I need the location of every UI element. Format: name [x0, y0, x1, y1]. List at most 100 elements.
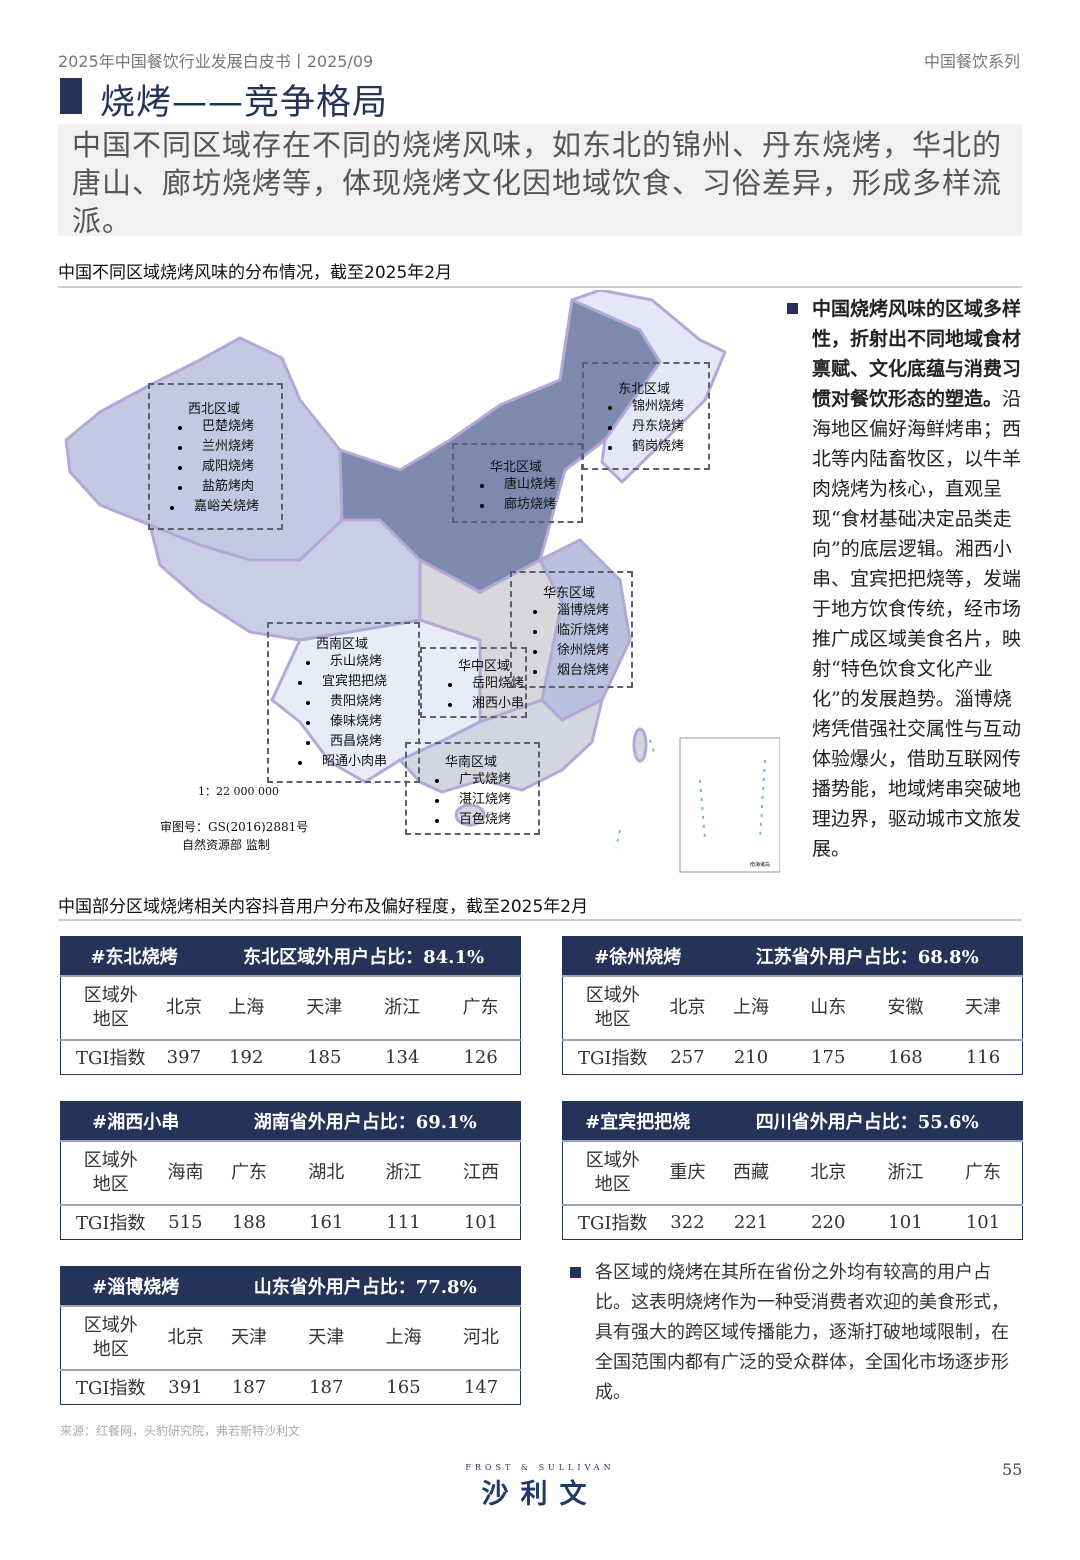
tgi-table: #湘西小串 湖南省外用户占比：69.1% 区域外地区 海南 广东 湖北 浙江 江西 TGI指数 5… [60, 1101, 521, 1240]
tgi-cell: 126 [441, 1038, 521, 1075]
header-report-title: 2025年中国餐饮行业发展白皮书丨2025/09 [58, 52, 374, 71]
bullet-icon [787, 303, 798, 314]
divider [58, 919, 1022, 921]
table-share: 江苏省外用户占比：68.8% [712, 936, 1023, 976]
bullet-dot-icon [533, 650, 537, 654]
region-box-northeast [582, 362, 710, 470]
region-item: 徐州烧烤 [533, 641, 609, 661]
table-share: 四川省外用户占比：55.6% [712, 1101, 1023, 1141]
china-map: 西北区域 巴楚烧烤 兰州烧烤 咸阳烧烤 盐筋烤肉 嘉峪关烧烤 东北区域 锦州烧烤 丹东烧烤… [58, 290, 780, 880]
title-accent-bar [60, 78, 82, 114]
map-commentary: 中国烧烤风味的区域多样性，折射出不同地域食材禀赋、文化底蕴与消费习惯对餐饮形态的… [787, 294, 1023, 864]
bullet-dot-icon [178, 446, 182, 450]
tgi-cell: 192 [207, 1038, 286, 1075]
region-south [398, 698, 604, 794]
region-item: 昭通小肉串 [298, 752, 387, 772]
region-item: 湘西小串 [448, 694, 524, 714]
map-scale: 1：22 000 000 [198, 785, 279, 798]
tgi-cell: 116 [944, 1038, 1023, 1075]
region-box-southwest [267, 622, 420, 783]
region-cell: 浙江 [866, 1139, 945, 1205]
region-item: 湛江烧烤 [435, 790, 511, 810]
bullet-dot-icon [306, 701, 310, 705]
tgi-cell: 134 [363, 1038, 442, 1075]
region-item: 鹤岗烧烤 [608, 437, 684, 457]
row-label-regions: 区域外地区 [562, 1139, 663, 1205]
tgi-cell: 175 [789, 1038, 867, 1075]
region-label-northeast: 东北区域 锦州烧烤 丹东烧烤 鹤岗烧烤 [608, 378, 684, 457]
bullet-dot-icon [306, 721, 310, 725]
region-cell: 广东 [210, 1139, 288, 1205]
region-cell: 河北 [442, 1304, 521, 1370]
summary-box: 中国不同区域存在不同的烧烤风味，如东北的锦州、丹东烧烤，华北的唐山、廊坊烧烤等，… [58, 124, 1022, 238]
region-cell: 天津 [285, 974, 364, 1040]
region-item: 唐山烧烤 [480, 475, 556, 495]
south-sea-inset [679, 737, 780, 873]
table-share: 东北区域外用户占比：84.1% [207, 936, 521, 976]
region-item: 咸阳烧烤 [178, 457, 259, 477]
bullet-icon [570, 1267, 581, 1278]
table-share: 山东省外用户占比：77.8% [210, 1266, 521, 1306]
bullet-dot-icon [435, 799, 439, 803]
bullet-dot-icon [608, 446, 612, 450]
bullet-dot-icon [298, 681, 302, 685]
region-item: 西昌烧烤 [306, 732, 387, 752]
row-label-tgi: TGI指数 [60, 1368, 161, 1405]
region-item: 兰州烧烤 [178, 437, 259, 457]
region-cell: 北京 [662, 974, 713, 1040]
bullet-dot-icon [178, 466, 182, 470]
region-cell: 广东 [441, 974, 521, 1040]
region-name: 华北区域 [490, 460, 543, 475]
region-box-northwest [148, 383, 283, 530]
region-item: 盐筋烤肉 [178, 477, 259, 497]
table-tag: #湘西小串 [60, 1101, 211, 1141]
region-cell: 天津 [944, 974, 1023, 1040]
logo-english: FROST & SULLIVAN [465, 1463, 615, 1472]
region-cell: 浙江 [363, 974, 442, 1040]
region-item: 傣味烧烤 [306, 712, 387, 732]
divider [58, 286, 1022, 288]
region-box-central [420, 647, 527, 718]
region-cell: 广东 [944, 1139, 1023, 1205]
source-note: 来源：红餐网，头豹研究院，弗若斯特沙利文 [60, 1424, 301, 1438]
tgi-cell: 187 [210, 1368, 288, 1405]
tgi-cell: 161 [287, 1203, 365, 1240]
region-item: 锦州烧烤 [608, 397, 684, 417]
row-label-tgi: TGI指数 [60, 1038, 161, 1075]
region-item: 岳阳烧烤 [448, 674, 524, 694]
tgi-cell: 221 [712, 1203, 790, 1240]
tgi-heading: 中国部分区域烧烤相关内容抖音用户分布及偏好程度，截至2025年2月 [58, 897, 589, 917]
bullet-dot-icon [298, 761, 302, 765]
tgi-table: #徐州烧烤 江苏省外用户占比：68.8% 区域外地区 北京 上海 山东 安徽 天津 TGI指数 2… [562, 936, 1023, 1075]
row-label-tgi: TGI指数 [60, 1203, 161, 1240]
bullet-dot-icon [178, 486, 182, 490]
tgi-cell: 111 [364, 1203, 443, 1240]
region-cell: 上海 [207, 974, 286, 1040]
table-tag: #淄博烧烤 [60, 1266, 211, 1306]
taiwan [632, 727, 648, 763]
bullet-dot-icon [448, 703, 452, 707]
tgi-cell: 188 [210, 1203, 288, 1240]
region-item: 百色烧烤 [435, 810, 511, 830]
tgi-table: #东北烧烤 东北区域外用户占比：84.1% 区域外地区 北京 上海 天津 浙江 广东 TGI指数… [60, 936, 521, 1075]
table-tag: #东北烧烤 [60, 936, 208, 976]
bullet-dot-icon [178, 426, 182, 430]
tgi-cell: 397 [160, 1038, 208, 1075]
row-label-regions: 区域外地区 [562, 974, 663, 1040]
logo-chinese: 沙利文 [481, 1479, 599, 1510]
region-label-east: 华东区域 淄博烧烤 临沂烧烤 徐州烧烤 烟台烧烤 [533, 582, 609, 681]
bullet-dot-icon [533, 630, 537, 634]
tgi-cell: 210 [712, 1038, 790, 1075]
region-item: 巴楚烧烤 [178, 417, 259, 437]
tgi-table: #淄博烧烤 山东省外用户占比：77.8% 区域外地区 北京 天津 天津 上海 河北 TGI指数 3… [60, 1266, 521, 1405]
region-box-north [452, 443, 583, 523]
region-cell: 天津 [287, 1304, 365, 1370]
commentary-text: 沿海地区偏好海鲜烤串；西北等内陆畜牧区，以牛羊肉烧烤为核心，直观呈现“食材基础决… [812, 388, 1022, 860]
bullet-dot-icon [448, 683, 452, 687]
region-cell: 安徽 [866, 974, 945, 1040]
page-title: 烧烤——竞争格局 [100, 83, 389, 123]
bottom-note: 各区域的烧烤在其所在省份之外均有较高的用户占比。这表明烧烤作为一种受消费者欢迎的… [570, 1258, 1022, 1408]
tgi-cell: 391 [160, 1368, 211, 1405]
region-cell: 浙江 [364, 1139, 443, 1205]
row-label-regions: 区域外地区 [60, 1304, 161, 1370]
